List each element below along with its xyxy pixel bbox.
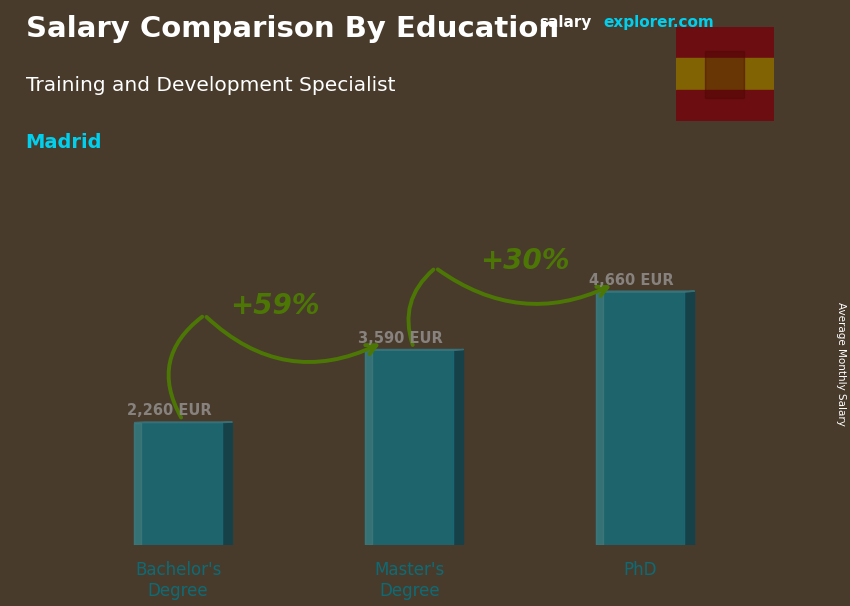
Polygon shape [684,291,694,545]
Text: 4,660 EUR: 4,660 EUR [589,273,674,288]
Text: 3,590 EUR: 3,590 EUR [358,331,443,346]
Bar [597,292,684,545]
Bar [706,51,745,98]
Polygon shape [597,291,694,292]
Bar [134,422,222,545]
Polygon shape [453,350,463,545]
Bar [597,292,603,545]
Bar [366,350,372,545]
Text: Training and Development Specialist: Training and Development Specialist [26,76,395,95]
Text: Average Monthly Salary: Average Monthly Salary [836,302,846,425]
Bar [366,350,453,545]
Text: Madrid: Madrid [26,133,102,152]
Text: explorer.com: explorer.com [604,15,714,30]
Text: salary: salary [540,15,592,30]
Text: +59%: +59% [230,292,320,320]
Bar [676,27,774,58]
Text: 2,260 EUR: 2,260 EUR [127,403,212,418]
Text: +30%: +30% [480,247,570,275]
Bar [134,422,141,545]
Bar [676,90,774,121]
Bar [676,58,774,90]
Polygon shape [222,422,232,545]
Text: Salary Comparison By Education: Salary Comparison By Education [26,15,558,43]
